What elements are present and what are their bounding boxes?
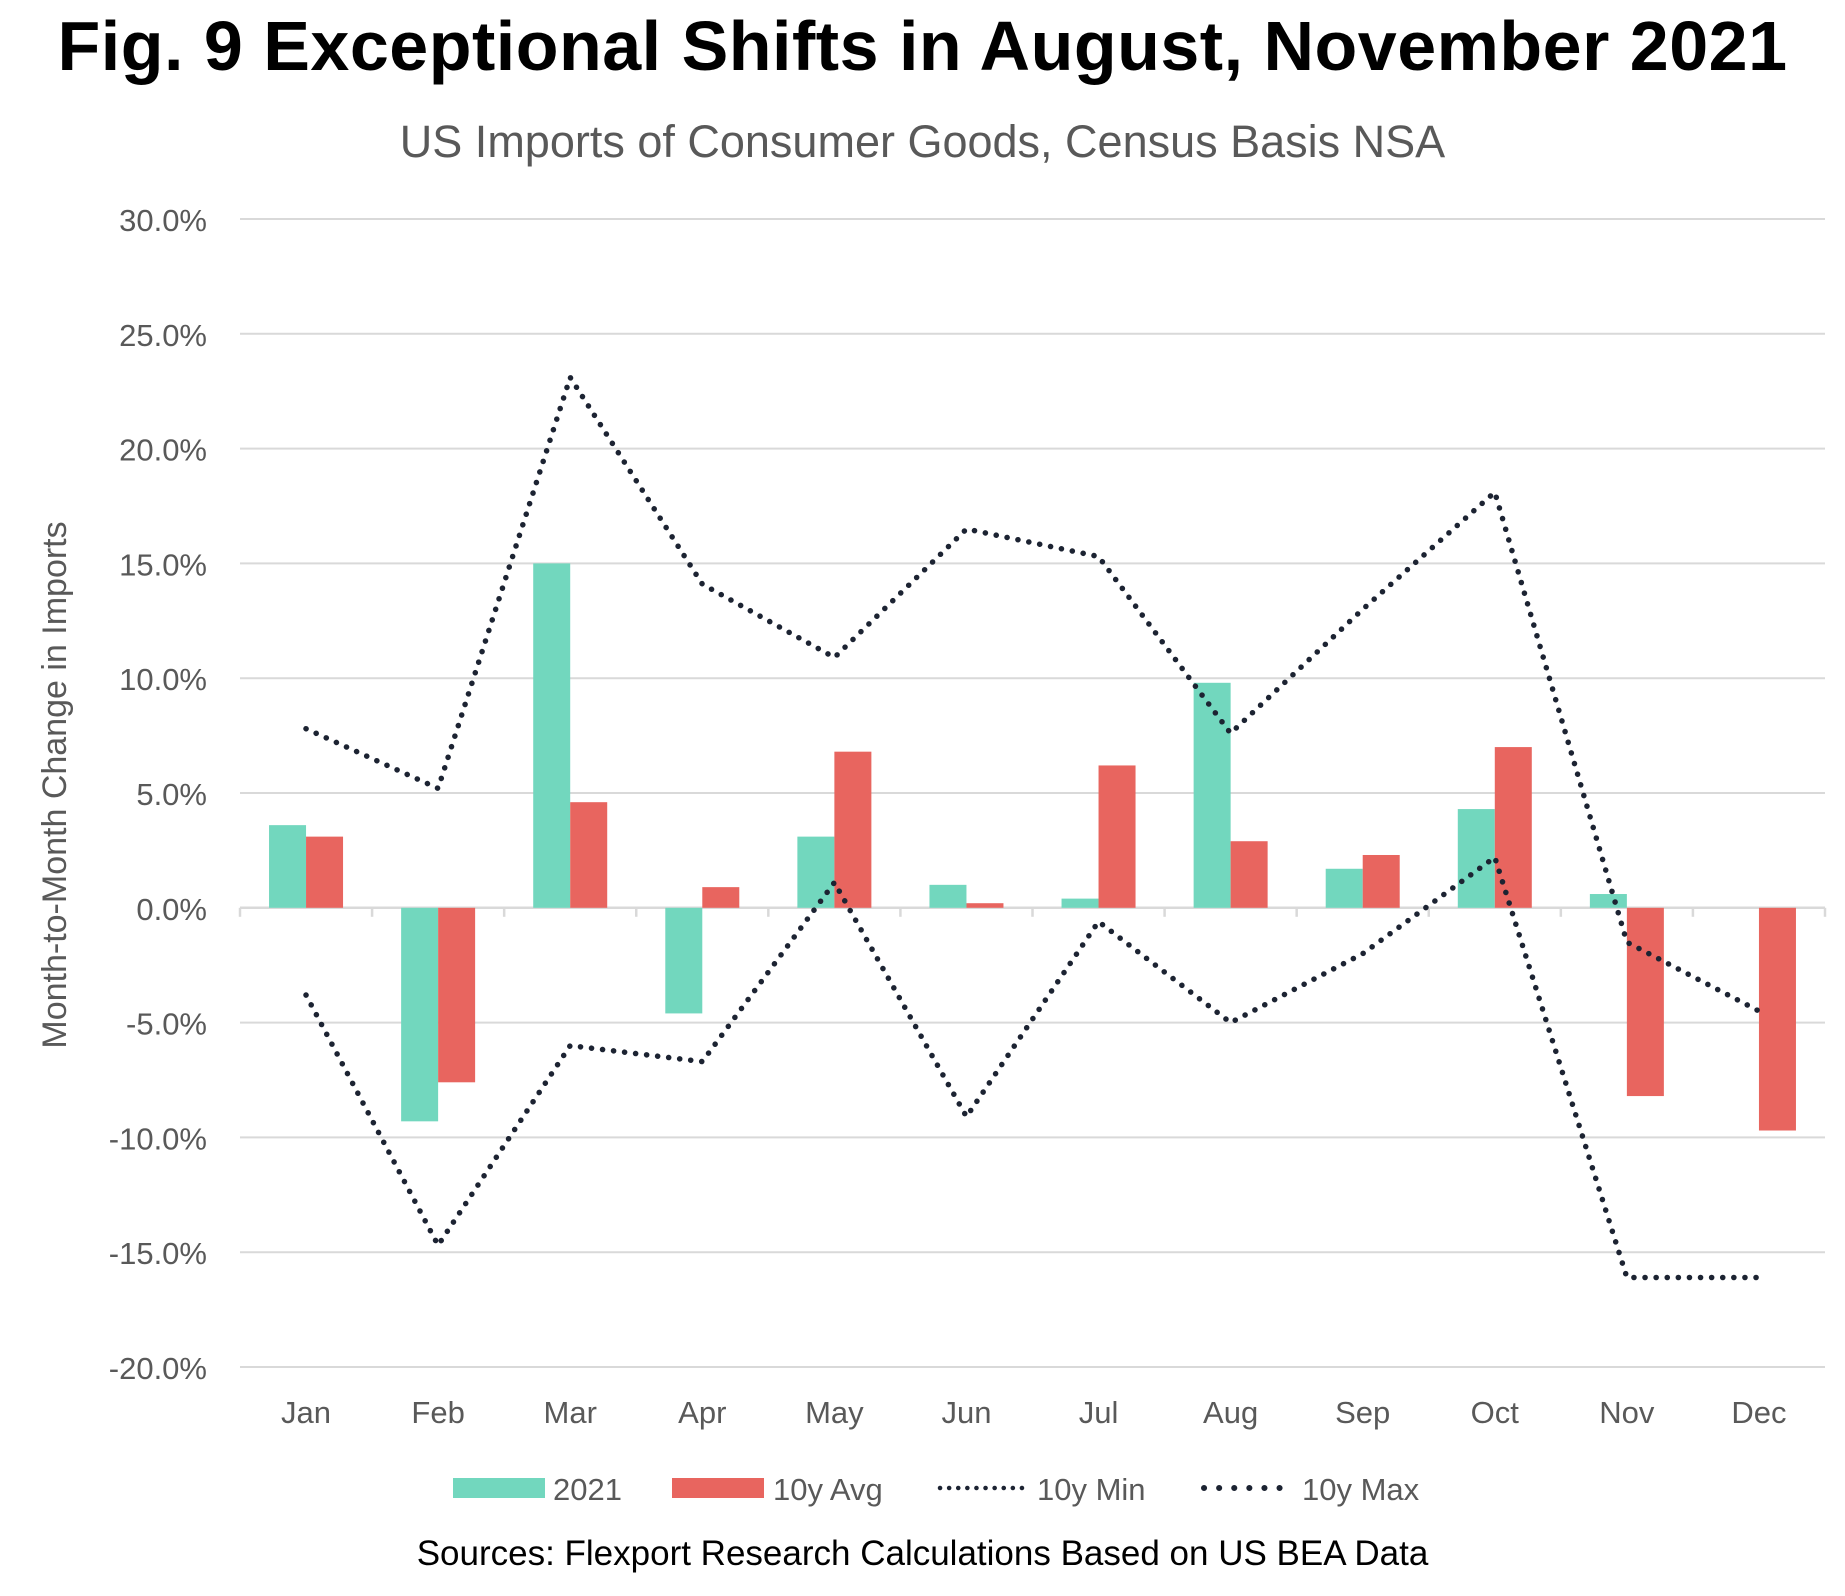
legend-label: 2021	[553, 1472, 622, 1507]
bar-2021	[1193, 682, 1231, 908]
x-tick-label: Jan	[281, 1395, 331, 1430]
bar-2021	[1325, 868, 1363, 908]
x-tick-label: May	[805, 1395, 864, 1430]
chart-subtitle: US Imports of Consumer Goods, Census Bas…	[399, 116, 1446, 167]
y-tick-label: -10.0%	[109, 1121, 207, 1156]
bar-10y-avg	[702, 887, 740, 908]
bar-10y-avg	[1098, 765, 1136, 908]
y-tick-label: -5.0%	[126, 1007, 207, 1042]
y-tick-label: -20.0%	[109, 1351, 207, 1386]
bar-10y-avg	[834, 751, 872, 908]
chart-title: Fig. 9 Exceptional Shifts in August, Nov…	[57, 7, 1788, 85]
x-tick-label: Aug	[1203, 1395, 1258, 1430]
bar-2021	[1457, 809, 1495, 908]
bar-10y-avg	[438, 907, 476, 1083]
legend-label: 10y Min	[1037, 1472, 1146, 1507]
bar-2021	[401, 907, 439, 1122]
x-tick-label: Mar	[544, 1395, 597, 1430]
lines	[303, 374, 1762, 1281]
bar-10y-avg	[306, 836, 344, 908]
legend-swatch	[453, 1478, 545, 1498]
bar-2021	[269, 825, 307, 908]
bars	[269, 563, 1796, 1131]
y-tick-label: 25.0%	[119, 318, 207, 353]
bar-2021	[665, 907, 703, 1014]
legend: 2021 10y Avg 10y Min 10y Max	[453, 1472, 1420, 1507]
bar-10y-avg	[966, 903, 1004, 908]
y-tick-label: 20.0%	[119, 433, 207, 468]
y-axis-ticks: 30.0% 25.0% 20.0% 15.0% 10.0% 5.0% 0.0% -5.0% -1…	[109, 203, 207, 1386]
bar-2021	[929, 884, 967, 908]
grid-lines	[238, 218, 1827, 1368]
x-tick-label: Dec	[1731, 1395, 1786, 1430]
bar-10y-avg	[1230, 841, 1268, 908]
bar-10y-avg	[1494, 747, 1532, 908]
bar-10y-avg	[1362, 854, 1400, 908]
x-tick-label: Jul	[1079, 1395, 1119, 1430]
legend-label: 10y Avg	[773, 1472, 883, 1507]
bar-10y-avg	[1758, 907, 1796, 1131]
y-tick-label: 30.0%	[119, 203, 207, 238]
bar-2021	[797, 836, 835, 908]
legend-swatch	[672, 1478, 764, 1498]
bar-10y-avg	[570, 802, 608, 908]
x-tick-label: Sep	[1335, 1395, 1390, 1430]
x-tick-label: Apr	[678, 1395, 726, 1430]
y-tick-label: 15.0%	[119, 547, 207, 582]
bar-2021	[1589, 894, 1627, 908]
bar-2021	[1061, 898, 1099, 908]
legend-label: 10y Max	[1302, 1472, 1420, 1507]
x-tick-label: Oct	[1471, 1395, 1520, 1430]
x-tick-label: Feb	[411, 1395, 464, 1430]
source-note: Sources: Flexport Research Calculations …	[416, 1534, 1429, 1573]
bar-10y-avg	[1626, 907, 1664, 1097]
x-tick-label: Jun	[941, 1395, 991, 1430]
y-tick-label: 5.0%	[136, 777, 207, 812]
y-tick-label: 10.0%	[119, 662, 207, 697]
x-axis-ticks: Jan Feb Mar Apr May Jun Jul Aug Sep Oct Nov Dec	[281, 1395, 1786, 1430]
y-tick-label: -15.0%	[109, 1236, 207, 1271]
y-tick-label: 0.0%	[136, 892, 207, 927]
bar-2021	[533, 563, 571, 908]
y-axis-label: Month-to-Month Change in Imports	[36, 521, 74, 1048]
line-10y-min	[303, 854, 1762, 1281]
x-tick-label: Nov	[1599, 1395, 1655, 1430]
